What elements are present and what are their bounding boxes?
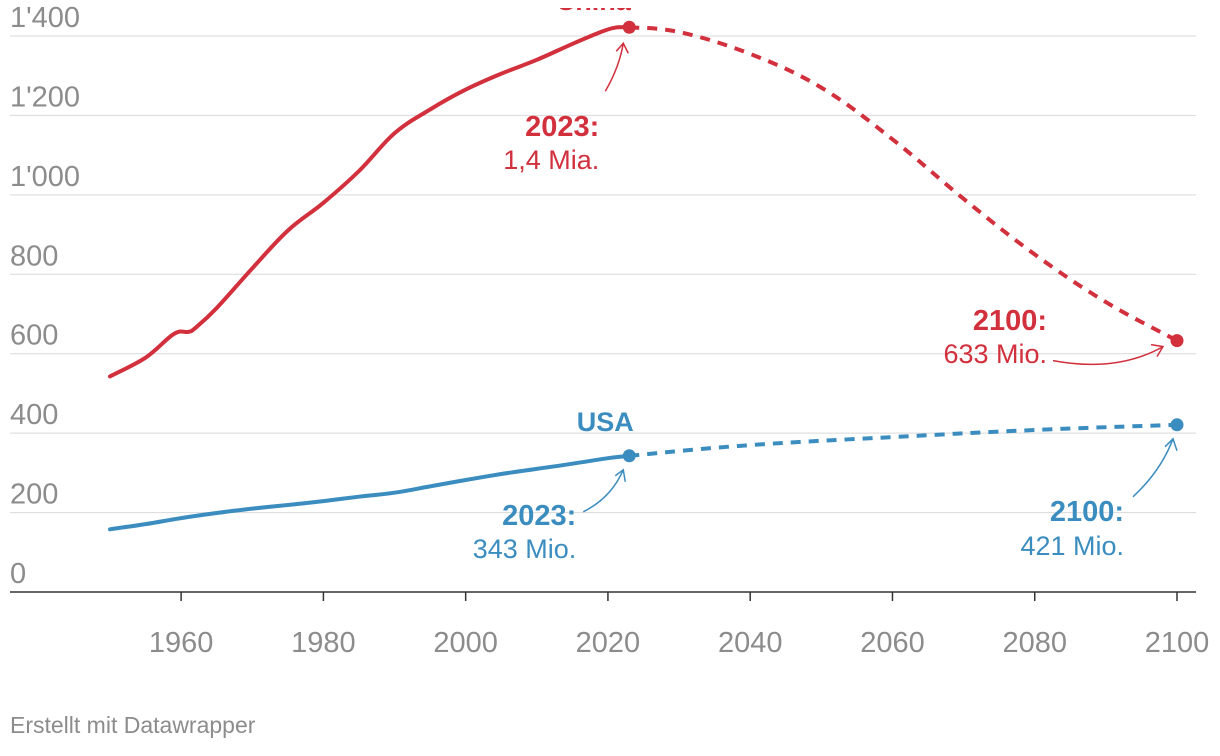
y-tick-label: 800 [10, 240, 58, 272]
gridlines [10, 35, 1196, 514]
usa-2023-arrow [582, 468, 627, 513]
y-tick-label: 1'400 [10, 2, 80, 34]
china-point-2100 [1170, 334, 1184, 348]
y-tick-label: 400 [10, 399, 58, 431]
x-tick-label: 2100 [1145, 627, 1210, 659]
china-2023-year-label: 2023: [525, 111, 599, 143]
usa-series-label: USA [577, 407, 634, 437]
y-axis-ticks: 0 200 400 600 800 1'000 1'200 1'400 [10, 2, 80, 590]
x-tick-label: 2040 [718, 627, 783, 659]
china-2100-year-label: 2100: [973, 305, 1047, 337]
y-tick-label: 200 [10, 479, 58, 511]
population-chart: 0 200 400 600 800 1'000 1'200 1'400 1960 1980 200… [10, 0, 1210, 659]
usa-point-2100 [1170, 418, 1184, 432]
series-lines [108, 20, 1184, 532]
x-tick-label: 1960 [149, 627, 214, 659]
x-axis: 1960 1980 2000 2020 2040 2060 2080 2100 [10, 591, 1210, 659]
usa-2100-year-label: 2100: [1050, 496, 1124, 528]
x-tick-label: 2020 [576, 627, 641, 659]
datawrapper-credit: Erstellt mit Datawrapper [10, 712, 256, 738]
china-2100-arrow [1052, 343, 1165, 366]
china-2023-value-label: 1,4 Mia. [503, 145, 599, 175]
y-tick-label: 0 [10, 558, 26, 590]
usa-2023-value-label: 343 Mio. [473, 534, 577, 564]
china-historical-line [108, 25, 632, 379]
x-tick-label: 1980 [291, 627, 356, 659]
usa-2023-year-label: 2023: [502, 500, 576, 532]
usa-historical-line [108, 453, 632, 532]
x-tick-label: 2060 [860, 627, 925, 659]
usa-projected-line [629, 422, 1178, 458]
china-2023-arrow [604, 41, 629, 92]
y-tick-label: 600 [10, 320, 58, 352]
china-point-2023 [622, 20, 636, 34]
usa-point-2023 [622, 449, 636, 463]
usa-2100-arrow [1132, 437, 1178, 498]
y-tick-label: 1'200 [10, 81, 80, 113]
x-tick-label: 2080 [1002, 627, 1067, 659]
usa-2100-value-label: 421 Mio. [1020, 531, 1124, 561]
x-tick-label: 2000 [433, 627, 498, 659]
y-tick-label: 1'000 [10, 161, 80, 193]
china-series-label: China [556, 0, 632, 16]
china-projected-line [629, 25, 1178, 343]
china-2100-value-label: 633 Mio. [943, 339, 1047, 369]
